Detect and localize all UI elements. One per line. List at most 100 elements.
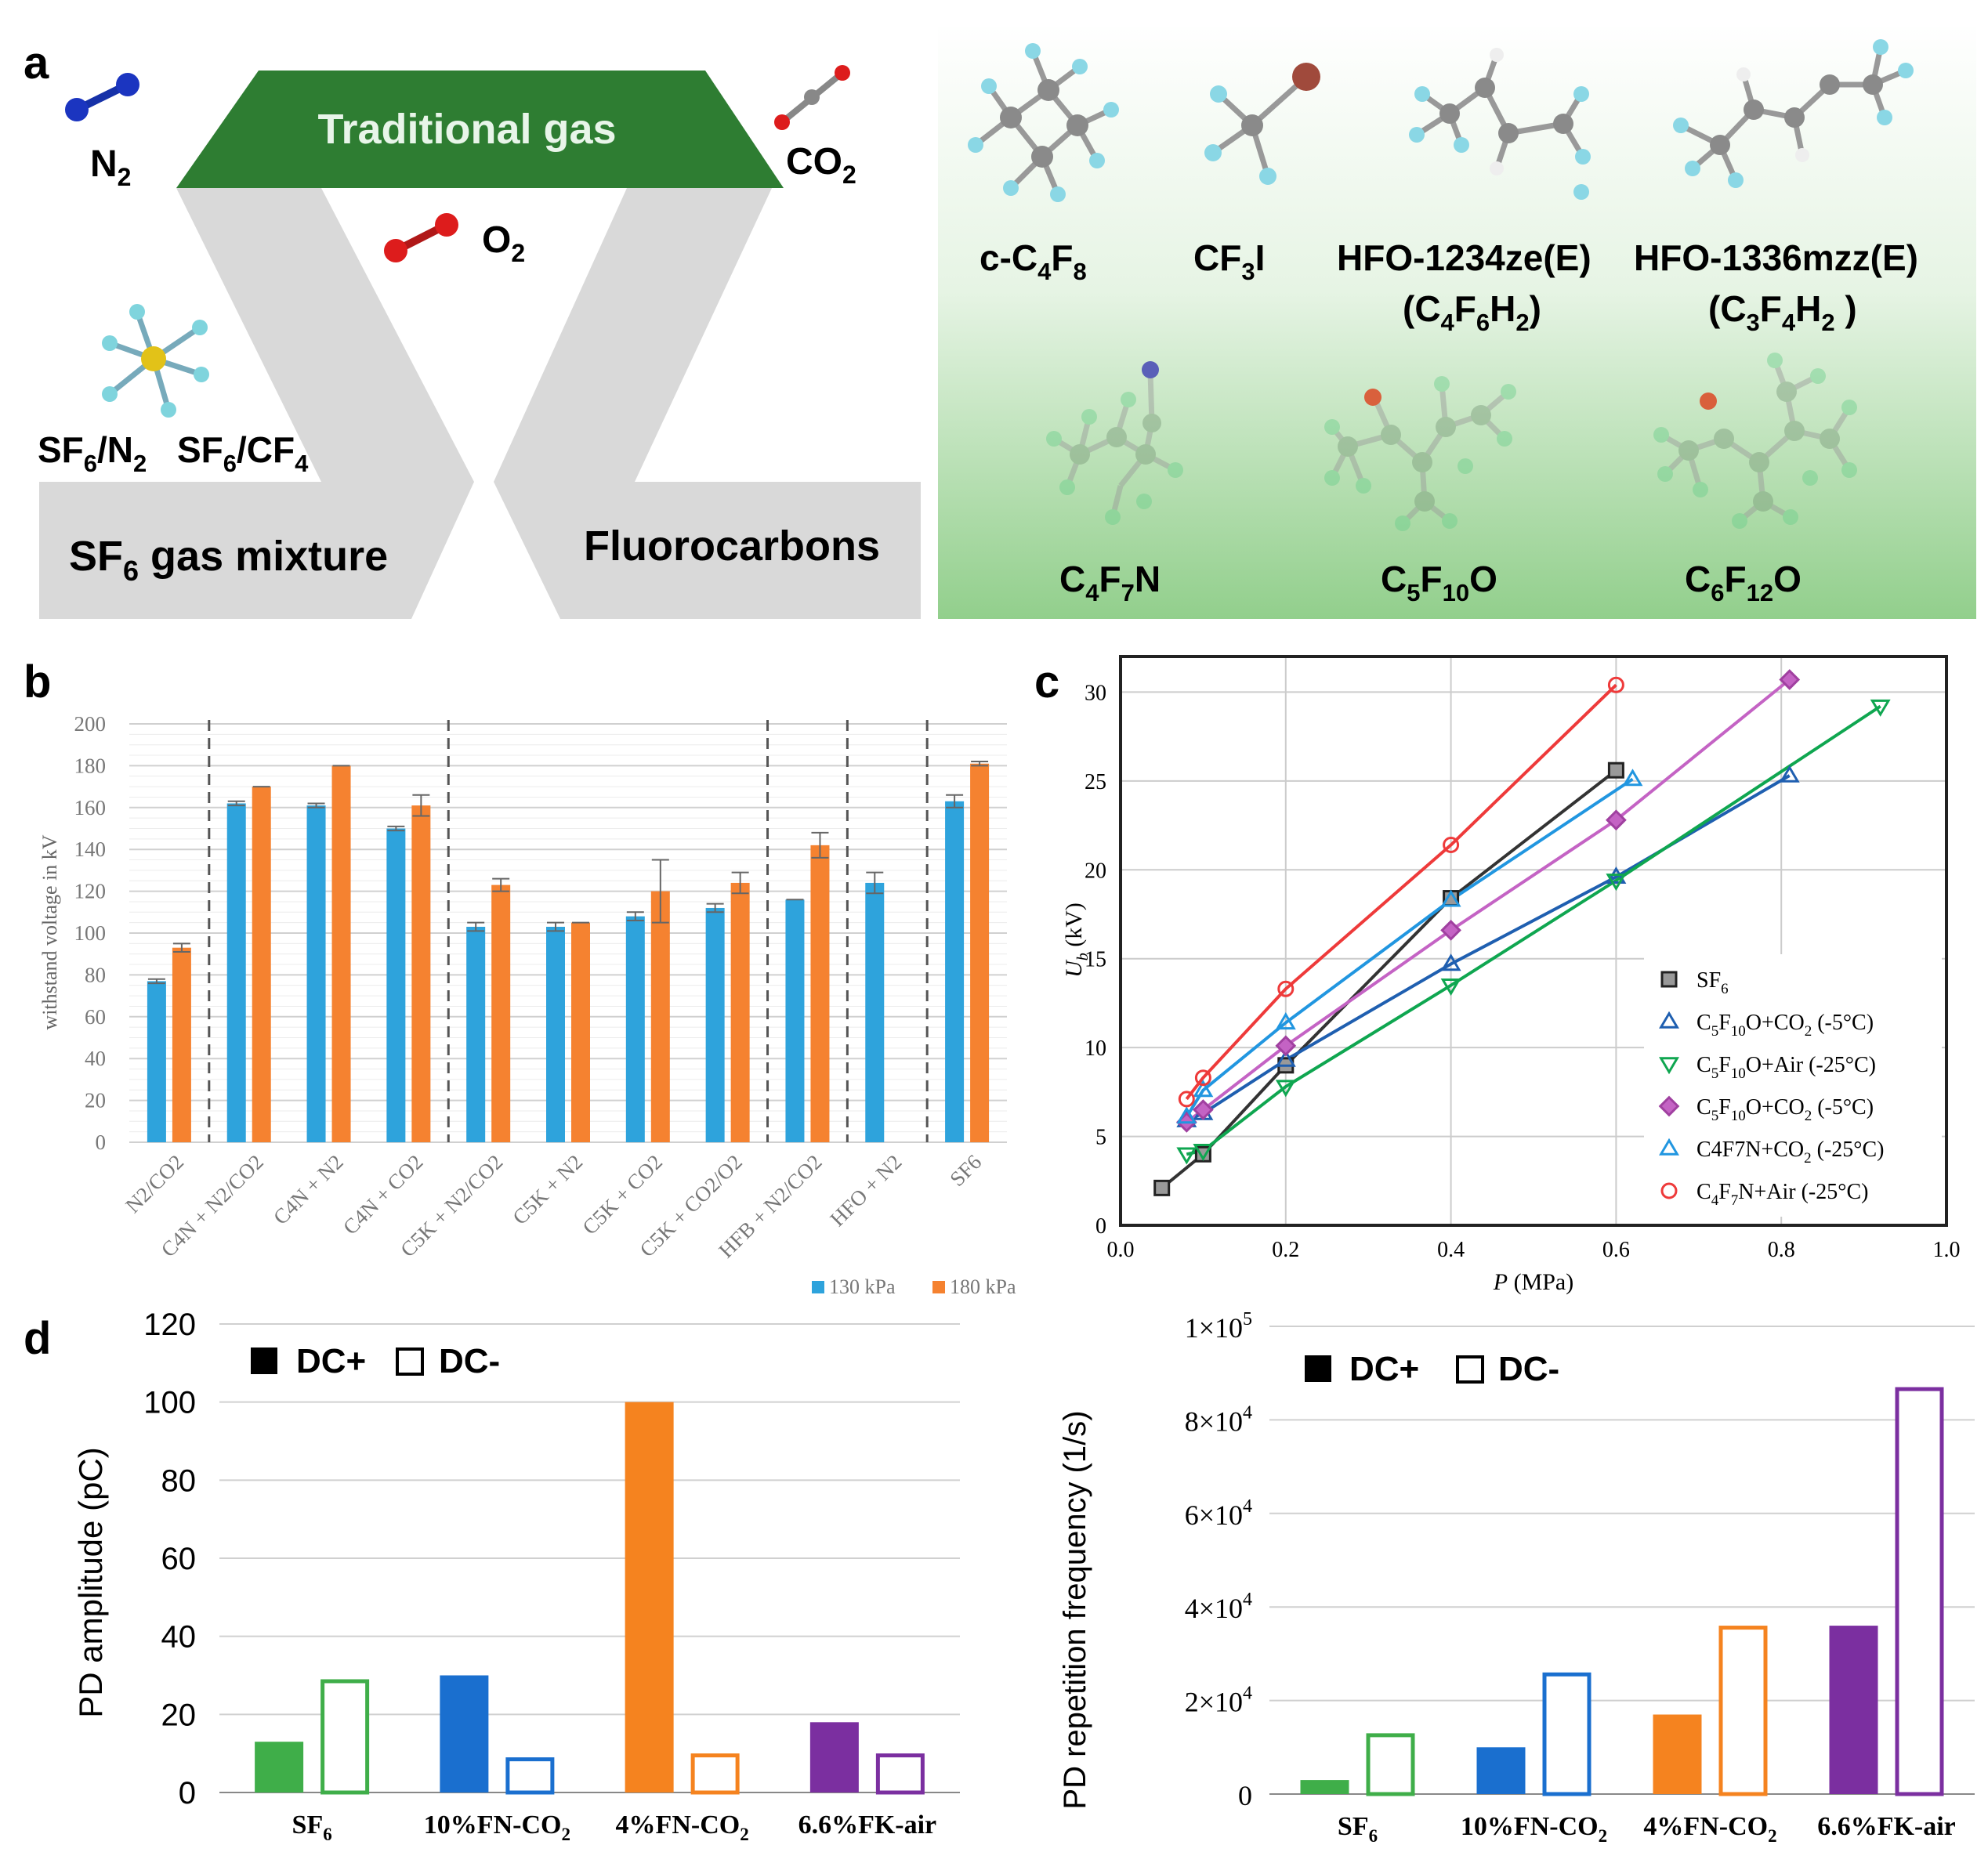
hfo1234-name: HFO-1234ze(E): [1337, 237, 1591, 278]
b-y-tick: 140: [74, 837, 107, 861]
c-marker: [1193, 1099, 1214, 1120]
d1-legend-dcplus-label: DC+: [296, 1342, 366, 1380]
d2-legend-dcplus-swatch: [1305, 1355, 1331, 1382]
c-marker: [1607, 676, 1624, 693]
co2-label: CO2: [786, 141, 856, 189]
c-x-tick: 0.0: [1107, 1238, 1135, 1262]
d1-bar-dcplus: [625, 1402, 674, 1792]
b-bar-180kpa: [810, 845, 830, 1142]
c-x-axis-label: P (MPa): [1493, 1269, 1573, 1295]
b-legend-swatch-130: [812, 1281, 824, 1293]
c-y-tick: 10: [1085, 1036, 1106, 1061]
b-gridlines: [129, 723, 1007, 1143]
b-y-tick: 120: [74, 880, 107, 903]
c-marker: [1275, 1035, 1297, 1057]
d1-legend-dcminus-swatch: [396, 1348, 424, 1376]
c-marker: [1870, 699, 1891, 717]
d1-bar-dcplus: [440, 1675, 489, 1792]
d2-y-tick-labels: 0 2×104 4×104 6×104 8×104 1×105: [1185, 1309, 1252, 1811]
b-bar-180kpa: [571, 922, 590, 1142]
co2-molecule-icon: [774, 65, 850, 130]
traditional-gas-trapezoid: [176, 71, 784, 188]
c-marker: [1193, 1080, 1214, 1098]
b-bar-180kpa: [411, 805, 431, 1142]
c-markers: [1153, 669, 1891, 1196]
c-legend-label: C4F7N+Air (-25°C): [1696, 1180, 1868, 1209]
b-legend-label-130: 130 kPa: [829, 1275, 896, 1298]
c-y-tick: 20: [1085, 859, 1106, 883]
c-legend-label: SF6: [1696, 968, 1729, 997]
c-marker: [1275, 1049, 1296, 1067]
fluorocarbon-gallery-box: [938, 24, 1976, 619]
d2-y-tick: 2×104: [1185, 1684, 1252, 1718]
d2-y-tick: 8×104: [1185, 1402, 1252, 1437]
c-x-tick: 0.4: [1437, 1238, 1465, 1262]
hfo1336-name: HFO-1336mzz(E): [1634, 237, 1918, 278]
d2-y-axis-label: PD repetition frequency (1/s): [1058, 1410, 1092, 1809]
c-marker: [1277, 980, 1295, 997]
b-bar-130kpa: [306, 805, 326, 1142]
c-marker: [1176, 1147, 1197, 1165]
c-marker: [1606, 809, 1627, 831]
c-series-line: [1161, 769, 1617, 1189]
d2-bar-dcminus: [1895, 1387, 1944, 1796]
panel-label-c: c: [1034, 657, 1059, 707]
c-marker: [1194, 1069, 1211, 1087]
d2-bar-dcplus: [1829, 1626, 1878, 1794]
d1-y-tick: 120: [143, 1308, 196, 1342]
b-legend-swatch-180: [932, 1281, 945, 1293]
b-bar-130kpa: [226, 803, 246, 1142]
hfo1336-molecule-icon: [1673, 39, 1914, 188]
b-bars: [147, 761, 990, 1142]
c6f12o-label: C6F12O: [1685, 559, 1802, 606]
d1-x-tick: SF6: [292, 1811, 332, 1844]
d2-bar-dcplus: [1653, 1714, 1702, 1794]
sf6-n2-label: SF6/N2: [38, 429, 147, 477]
b-y-tick: 0: [96, 1130, 107, 1154]
c5f10o-molecule-icon: [1324, 376, 1516, 531]
d2-x-tick: 6.6%FK-air: [1817, 1812, 1956, 1841]
fluorocarbons-label: Fluorocarbons: [584, 523, 880, 570]
panel-label-a: a: [24, 38, 49, 89]
d2-x-tick: 10%FN-CO2: [1461, 1812, 1607, 1846]
c-x-tick: 0.8: [1768, 1238, 1795, 1262]
b-y-tick-labels: 0 20 40 60 80 100 120 140 160 180 200: [74, 712, 107, 1154]
d1-y-tick-labels: 0 20 40 60 80 100 120: [143, 1308, 196, 1811]
b-bar-180kpa: [491, 884, 511, 1142]
panel-b: b withstand voltage in kV 0 20 40 60 80 100 12…: [24, 657, 1016, 1298]
n2-molecule-icon: [65, 73, 139, 121]
c-legend-label: C5F10O+CO2 (-5°C): [1696, 1095, 1874, 1124]
d2-legend: DC+ DC-: [1305, 1350, 1559, 1388]
b-y-tick: 100: [74, 921, 107, 945]
c4f7n-nitrogen-atom-icon: [1142, 361, 1159, 378]
d2-y-tick: 4×104: [1185, 1590, 1252, 1624]
c-marker: [1275, 1012, 1296, 1030]
hfo1234-formula: (C4F6H2): [1403, 288, 1541, 336]
panel-a: a Traditional gas N2 O2 CO2: [24, 24, 1976, 619]
d1-bar-dcminus: [505, 1757, 555, 1795]
c-x-tick: 0.6: [1602, 1238, 1630, 1262]
b-y-axis-label: withstand voltage in kV: [38, 834, 61, 1029]
b-legend-label-180: 180 kPa: [950, 1275, 1016, 1298]
c5f10o-label: C5F10O: [1381, 559, 1497, 606]
b-bar-130kpa: [865, 882, 885, 1142]
d2-x-tick: 4%FN-CO2: [1643, 1812, 1776, 1846]
c-x-tick: 1.0: [1933, 1238, 1961, 1262]
c-series-line: [1185, 777, 1634, 1118]
d1-y-tick: 0: [179, 1776, 196, 1811]
b-y-tick: 180: [74, 754, 107, 777]
d1-y-tick: 40: [161, 1620, 197, 1655]
d1-y-axis-label: PD amplitude (pC): [72, 1447, 109, 1717]
cf3i-molecule-icon: [1204, 63, 1320, 185]
c5f10o-oxygen-atom-icon: [1364, 389, 1381, 406]
d1-bar-dcminus: [320, 1679, 370, 1795]
c-legend-marker: [1660, 1182, 1678, 1199]
b-x-tick: N2/CO2: [121, 1150, 188, 1217]
c-legend: SF6 C5F10O+CO2 (-5°C) C5F10O+Air (-25°C) C5…: [1658, 968, 1885, 1209]
fluorocarbons-band: [494, 188, 921, 619]
b-x-tick: C5K + N2: [508, 1150, 587, 1229]
b-bar-180kpa: [970, 763, 990, 1142]
b-bar-180kpa: [172, 947, 191, 1142]
d2-legend-dcminus-swatch: [1456, 1355, 1484, 1384]
